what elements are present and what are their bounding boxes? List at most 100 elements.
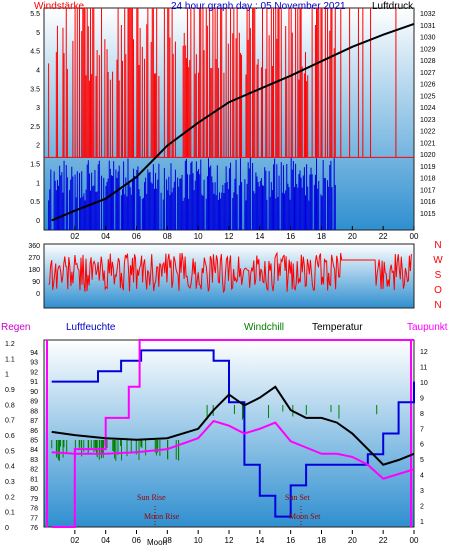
regen-tick-3: 0.9 — [5, 387, 15, 394]
regen-tick-9: 0.3 — [5, 479, 15, 486]
regen-label: Regen — [1, 322, 30, 333]
pressure-tick-2: 1030 — [420, 35, 436, 42]
pressure-tick-7: 1025 — [420, 93, 436, 100]
moon-set-label: Moon Set — [289, 512, 321, 521]
pressure-tick-6: 1026 — [420, 82, 436, 89]
p1-hour-16: 16 — [286, 232, 295, 241]
regen-tick-12: 0 — [5, 525, 9, 532]
luftfeuchte-label: Luftfeuchte — [66, 322, 116, 333]
p3-hour-14: 14 — [255, 536, 264, 545]
p3-hour-04: 04 — [101, 536, 110, 545]
temperature-tick-4: 8 — [420, 411, 424, 418]
chart-title: 24 hour graph day : 05 November 2021 — [171, 1, 346, 12]
humidity-tick-13: 81 — [30, 476, 38, 483]
pressure-tick-10: 1022 — [420, 129, 436, 136]
regen-tick-5: 0.7 — [5, 418, 15, 425]
regen-tick-7: 0.5 — [5, 448, 15, 455]
compass-tick-4: N — [434, 300, 441, 311]
temperature-axis-ticks: 12 11 10 9 8 7 6 5 4 3 2 1 — [420, 349, 428, 526]
temperatur-line — [51, 385, 415, 466]
compass-tick-2: S — [435, 270, 442, 281]
humidity-tick-10: 84 — [30, 447, 38, 454]
wind-tick-4: 3.5 — [30, 86, 40, 93]
p1-hour-12: 12 — [225, 232, 234, 241]
panel1-hour-ticks: 02 04 06 08 10 12 14 16 18 20 22 00 — [70, 226, 419, 241]
regen-tick-8: 0.4 — [5, 464, 15, 471]
pressure-tick-9: 1023 — [420, 117, 436, 124]
temperature-tick-8: 4 — [420, 473, 424, 480]
pressure-tick-1: 1031 — [420, 23, 436, 30]
regen-tick-1: 1.1 — [5, 356, 15, 363]
compass-tick-3: O — [434, 285, 442, 296]
humidity-tick-8: 86 — [30, 428, 38, 435]
humidity-tick-6: 88 — [30, 408, 38, 415]
direction-tick-1: 270 — [28, 255, 40, 262]
pressure-tick-3: 1029 — [420, 46, 436, 53]
humidity-tick-7: 87 — [30, 418, 38, 425]
pressure-tick-8: 1024 — [420, 105, 436, 112]
wind-tick-6: 2.5 — [30, 124, 40, 131]
p3-hour-22: 22 — [379, 536, 388, 545]
p1-hour-18: 18 — [317, 232, 326, 241]
wind-tick-2: 4.5 — [30, 49, 40, 56]
temperature-tick-10: 2 — [420, 504, 424, 511]
wind-tick-5: 3 — [36, 105, 40, 112]
p1-hour-14: 14 — [255, 232, 264, 241]
regen-tick-2: 1 — [5, 372, 9, 379]
p3-hour-02: 02 — [70, 536, 79, 545]
pressure-tick-15: 1017 — [420, 187, 436, 194]
wind-speed-bars — [44, 8, 414, 230]
taupunkt-label: Taupunkt — [407, 322, 448, 333]
wind-tick-1: 5 — [36, 30, 40, 37]
regen-tick-6: 0.6 — [5, 433, 15, 440]
pressure-tick-13: 1019 — [420, 164, 436, 171]
p3-hour-00: 00 — [410, 536, 419, 545]
temperature-tick-6: 6 — [420, 442, 424, 449]
humidity-tick-12: 82 — [30, 467, 38, 474]
compass-tick-0: N — [434, 240, 441, 251]
p3-hour-12: 12 — [225, 536, 234, 545]
p3-hour-16: 16 — [286, 536, 295, 545]
p1-hour-06: 06 — [132, 232, 141, 241]
humidity-axis-ticks: 94 93 92 91 90 89 88 87 86 85 84 83 82 81 80 79 78 77 76 — [30, 350, 38, 532]
regen-tick-10: 0.2 — [5, 494, 15, 501]
p3-hour-06: 06 — [132, 536, 141, 545]
sun-set-label: Sun Set — [285, 493, 310, 502]
temperature-tick-1: 11 — [420, 364, 427, 371]
compass-tick-1: W — [433, 255, 443, 266]
wind-axis-ticks: 5.5 5 4.5 4 3.5 3 2.5 2 1.5 1 0.5 0 — [30, 11, 40, 225]
wind-direction-line — [48, 251, 412, 294]
direction-axis-ticks: 360 270 180 90 0 — [28, 243, 40, 298]
moon-rise-label: Moon Rise — [144, 512, 180, 521]
p1-hour-22: 22 — [379, 232, 388, 241]
temperature-tick-3: 9 — [420, 395, 424, 402]
regen-tick-0: 1.2 — [5, 341, 15, 348]
humidity-tick-15: 79 — [30, 496, 38, 503]
wind-tick-3: 4 — [36, 67, 40, 74]
wind-tick-8: 1.5 — [30, 162, 40, 169]
humidity-tick-4: 90 — [30, 389, 38, 396]
p1-hour-10: 10 — [194, 232, 203, 241]
wind-tick-7: 2 — [36, 143, 40, 150]
humidity-tick-16: 78 — [30, 506, 38, 513]
panel3-hour-ticks: 02 04 06 08 10 12 14 16 18 20 22 00 — [70, 530, 419, 545]
p3-hour-10: 10 — [194, 536, 203, 545]
p3-hour-18: 18 — [317, 536, 326, 545]
pressure-tick-16: 1016 — [420, 199, 436, 206]
pressure-tick-12: 1020 — [420, 152, 436, 159]
sun-rise-label: Sun Rise — [137, 493, 166, 502]
pressure-axis-label: Luftdruck — [372, 1, 414, 12]
regen-line — [51, 339, 414, 528]
humidity-tick-3: 91 — [30, 379, 38, 386]
pressure-line — [51, 22, 415, 222]
direction-tick-4: 0 — [36, 291, 40, 298]
wind-tick-11: 0 — [36, 218, 40, 225]
pressure-tick-14: 1018 — [420, 176, 436, 183]
humidity-tick-1: 93 — [30, 360, 38, 367]
temperature-tick-5: 7 — [420, 426, 424, 433]
p1-hour-08: 08 — [163, 232, 172, 241]
humidity-tick-11: 83 — [30, 457, 38, 464]
regen-tick-11: 0.1 — [5, 510, 15, 517]
wind-tick-10: 0.5 — [30, 199, 40, 206]
